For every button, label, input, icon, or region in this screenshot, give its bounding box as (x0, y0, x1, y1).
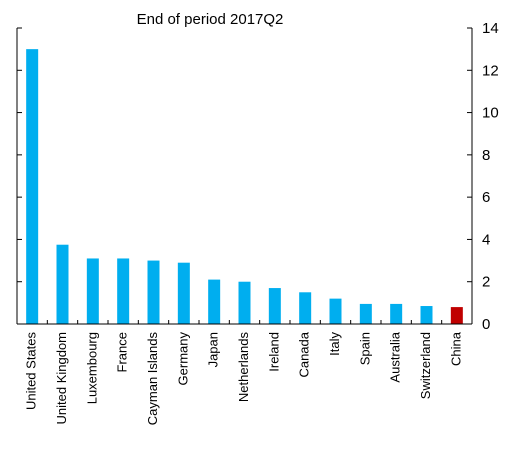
bars-group (26, 49, 463, 324)
y-tick-label: 4 (482, 231, 490, 248)
x-tick-label: Switzerland (418, 332, 433, 399)
y-tick-label: 2 (482, 274, 490, 291)
x-tick-label: Australia (388, 331, 403, 382)
x-tick-label: Germany (175, 332, 190, 386)
x-tick-label: Italy (327, 332, 342, 356)
bar-netherlands (238, 281, 251, 324)
x-tick-label: Ireland (266, 332, 281, 372)
bar-japan (208, 279, 221, 324)
chart-title: End of period 2017Q2 (137, 11, 284, 28)
bar-spain (359, 303, 372, 324)
bar-germany (177, 262, 190, 324)
x-tick-labels: United States United Kingdom Luxembourg Fra… (24, 320, 463, 426)
x-tick-label: Spain (357, 332, 372, 365)
x-tick-label: Canada (297, 331, 312, 377)
axes-group (16, 28, 473, 325)
bar-cayman-islands (147, 260, 160, 324)
x-tick-label: France (115, 332, 130, 372)
x-tick-label: China (448, 331, 463, 366)
x-tick-label: Cayman Islands (145, 332, 160, 426)
bar-switzerland (420, 306, 433, 324)
y-tick-label: 0 (482, 316, 490, 333)
bar-france (117, 258, 130, 324)
x-tick-label: United Kingdom (54, 332, 69, 425)
bar-ireland (268, 288, 281, 324)
x-tick-label: Netherlands (236, 332, 251, 403)
bar-luxembourg (86, 258, 99, 324)
y-tick-label: 6 (482, 189, 490, 206)
y-tick-label: 12 (482, 62, 499, 79)
bar-australia (390, 303, 403, 324)
y-axis-ticks: 0 2 4 6 8 10 12 14 (17, 20, 499, 333)
x-tick-label: United States (24, 332, 39, 411)
y-tick-label: 14 (482, 20, 499, 37)
bar-united-states (26, 49, 39, 324)
bar-canada (299, 292, 312, 324)
x-tick-label: Japan (206, 332, 221, 367)
x-tick-label: Luxembourg (84, 332, 99, 404)
bar-italy (329, 298, 342, 324)
bar-china (450, 307, 463, 324)
y-tick-label: 10 (482, 105, 499, 122)
y-tick-label: 8 (482, 147, 490, 164)
bar-united-kingdom (56, 244, 69, 324)
